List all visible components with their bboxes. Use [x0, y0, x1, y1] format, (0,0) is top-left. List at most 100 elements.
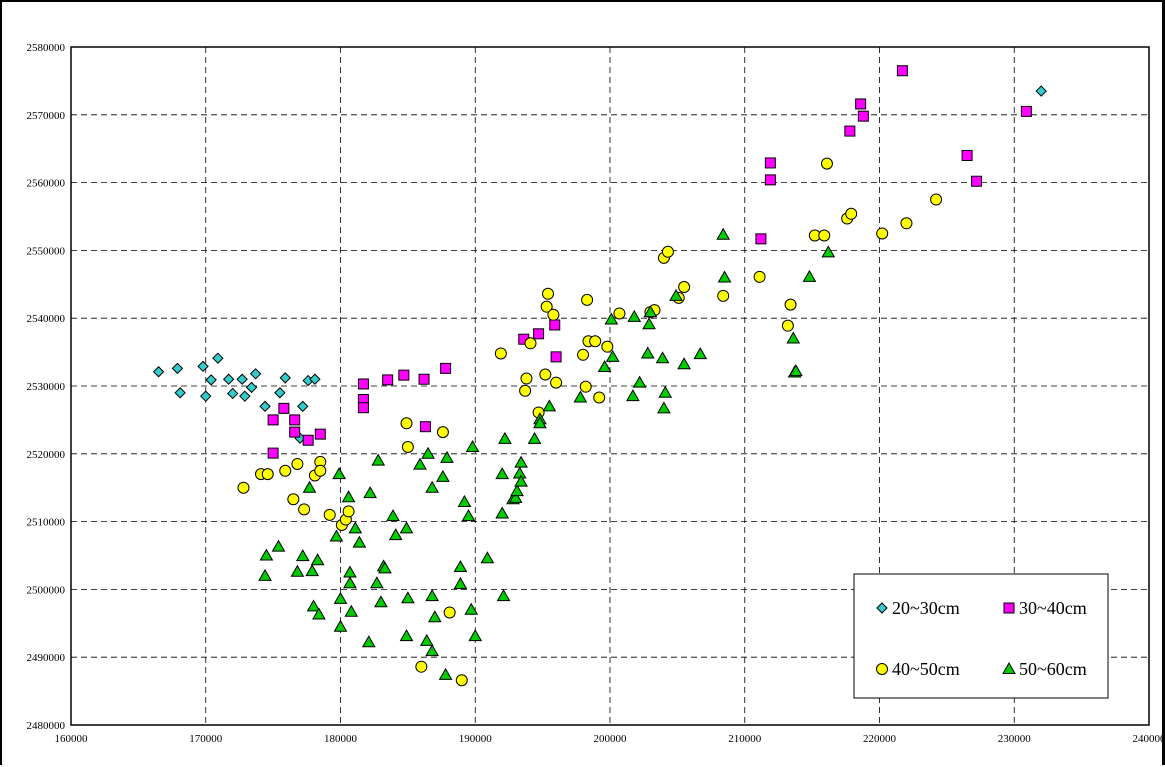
point-square	[962, 150, 972, 160]
x-tick-label: 240000	[1133, 733, 1165, 745]
point-triangle	[481, 552, 493, 563]
point-triangle	[333, 468, 345, 479]
point-triangle	[803, 271, 815, 282]
x-tick-label: 160000	[55, 733, 89, 745]
point-triangle	[634, 377, 646, 388]
point-square	[419, 374, 429, 384]
point-triangle	[401, 522, 413, 533]
point-circle	[444, 607, 455, 618]
series-40~50cm	[238, 158, 942, 686]
point-circle	[416, 661, 427, 672]
point-triangle	[529, 433, 541, 444]
point-circle	[846, 208, 857, 219]
point-triangle	[458, 496, 470, 507]
point-circle	[540, 369, 551, 380]
legend-label: 40~50cm	[892, 659, 960, 679]
point-square	[551, 352, 561, 362]
point-square	[534, 329, 544, 339]
point-circle	[782, 320, 793, 331]
x-tick-label: 180000	[324, 733, 358, 745]
point-square	[383, 375, 393, 385]
point-circle	[582, 294, 593, 305]
point-triangle	[335, 621, 347, 632]
point-triangle	[306, 565, 318, 576]
y-tick-label: 2570000	[27, 110, 66, 122]
point-square	[1021, 106, 1031, 116]
point-triangle	[375, 596, 387, 607]
point-triangle	[467, 441, 479, 452]
point-square	[303, 435, 313, 445]
series-20~30cm	[154, 86, 1047, 443]
point-triangle	[719, 272, 731, 283]
point-diamond	[240, 391, 250, 401]
point-triangle	[511, 485, 523, 496]
point-diamond	[228, 388, 238, 398]
y-tick-label: 2520000	[27, 449, 66, 461]
y-tick-label: 2540000	[27, 313, 66, 325]
x-tick-label: 170000	[189, 733, 223, 745]
point-diamond	[275, 388, 285, 398]
point-square	[856, 99, 866, 109]
point-triangle	[574, 392, 586, 403]
point-square	[845, 126, 855, 136]
point-diamond	[247, 382, 257, 392]
y-tick-label: 2480000	[27, 720, 66, 732]
point-circle	[580, 381, 591, 392]
point-triangle	[353, 537, 365, 548]
point-diamond	[224, 374, 234, 384]
point-triangle	[426, 590, 438, 601]
point-circle	[877, 228, 888, 239]
point-circle	[343, 506, 354, 517]
point-triangle	[499, 433, 511, 444]
point-triangle	[335, 593, 347, 604]
point-circle	[679, 282, 690, 293]
point-diamond	[1036, 86, 1046, 96]
point-square	[290, 427, 300, 437]
point-square	[765, 158, 775, 168]
y-tick-label: 2500000	[27, 584, 66, 596]
point-triangle	[790, 365, 802, 376]
point-square	[756, 234, 766, 244]
point-circle	[578, 349, 589, 360]
point-triangle	[364, 487, 376, 498]
point-triangle	[402, 592, 414, 603]
point-triangle	[628, 311, 640, 322]
point-square	[858, 111, 868, 121]
point-circle	[315, 465, 326, 476]
point-triangle	[717, 229, 729, 240]
point-triangle	[543, 400, 555, 411]
point-triangle	[260, 550, 272, 561]
point-triangle	[414, 459, 426, 470]
y-tick-label: 2490000	[27, 652, 66, 664]
point-circle	[288, 494, 299, 505]
y-tick-label: 2580000	[27, 42, 66, 54]
point-triangle	[787, 333, 799, 344]
x-tick-label: 210000	[728, 733, 762, 745]
point-triangle	[642, 347, 654, 358]
point-circle	[543, 288, 554, 299]
point-triangle	[312, 554, 324, 565]
y-tick-label: 2510000	[27, 517, 66, 529]
point-diamond	[201, 391, 211, 401]
point-circle	[525, 338, 536, 349]
point-triangle	[496, 468, 508, 479]
point-circle	[551, 377, 562, 388]
point-triangle	[514, 467, 526, 478]
point-triangle	[469, 630, 481, 641]
point-diamond	[213, 353, 223, 363]
y-tick-label: 2560000	[27, 178, 66, 190]
point-circle	[594, 392, 605, 403]
x-tick-label: 230000	[998, 733, 1032, 745]
point-circle	[401, 418, 412, 429]
point-circle	[785, 299, 796, 310]
point-diamond	[237, 374, 247, 384]
legend-marker-square	[1004, 603, 1014, 613]
point-circle	[602, 341, 613, 352]
point-square	[279, 403, 289, 413]
point-triangle	[372, 455, 384, 466]
point-triangle	[454, 578, 466, 589]
point-triangle	[344, 566, 356, 577]
point-triangle	[440, 669, 452, 680]
point-triangle	[422, 448, 434, 459]
